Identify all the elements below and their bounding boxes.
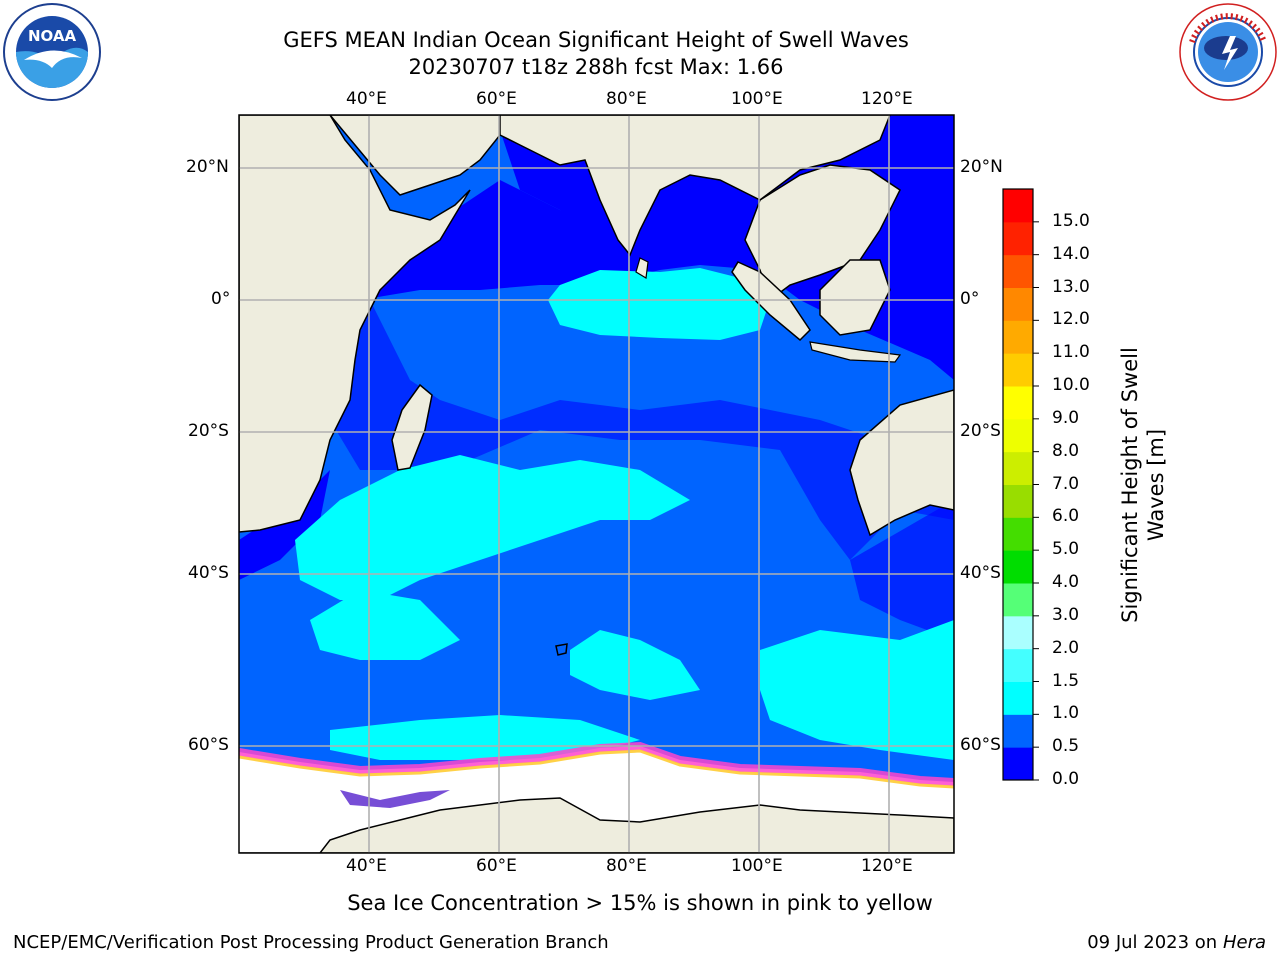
map-area xyxy=(239,115,954,853)
colorbar-tick-label: 7.0 xyxy=(1052,473,1080,494)
high-swell-southwest xyxy=(295,455,690,600)
africa-land xyxy=(239,115,471,533)
colorbar-tick-label: 13.0 xyxy=(1052,276,1090,297)
lat-tick-right-20n: 20°N xyxy=(960,157,1003,177)
antarctica-land xyxy=(239,797,954,853)
colorbar-segment xyxy=(1003,189,1033,223)
colorbar-segment xyxy=(1003,221,1033,256)
colorbar-tick-label: 6.0 xyxy=(1052,506,1080,527)
lon-tick-top-100: 100°E xyxy=(731,89,783,109)
colorbar-segment xyxy=(1003,583,1033,617)
colorbar-label-line2: Waves [m] xyxy=(1144,428,1168,542)
colorbar-tick-label: 4.0 xyxy=(1052,572,1080,592)
colorbar-segment xyxy=(1003,615,1033,650)
lat-tick-left-40s: 40°S xyxy=(188,563,229,583)
noaa-logo-text: NOAA xyxy=(28,27,77,45)
colorbar-label: Significant Height of Swell Waves [m] xyxy=(1117,335,1169,635)
colorbar-segment xyxy=(1003,418,1033,453)
colorbar-tick-label: 11.0 xyxy=(1052,342,1090,363)
colorbar-tick-label: 3.0 xyxy=(1052,604,1080,625)
colorbar-tick-label: 2.0 xyxy=(1052,637,1080,658)
colorbar-tick-label: 0.5 xyxy=(1052,736,1080,757)
lat-tick-left-60s: 60°S xyxy=(188,735,229,755)
colorbar-segment xyxy=(1003,254,1033,288)
lon-tick-bottom-80: 80°E xyxy=(606,856,647,876)
timestamp-host: Hera xyxy=(1222,932,1266,953)
lon-tick-top-60: 60°E xyxy=(476,89,517,109)
timestamp-date: 09 Jul 2023 on xyxy=(1087,932,1223,953)
colorbar-segment xyxy=(1003,386,1033,420)
borneo-land xyxy=(819,259,891,336)
colorbar-segment xyxy=(1003,353,1033,387)
lon-tick-bottom-120: 120°E xyxy=(861,856,913,876)
lon-tick-bottom-100: 100°E xyxy=(731,856,783,876)
lat-tick-left-0: 0° xyxy=(211,289,231,309)
map-gridlines xyxy=(239,115,954,853)
high-swell-equatorial xyxy=(548,268,770,340)
colorbar-tick-label: 14.0 xyxy=(1052,243,1090,264)
colorbar-tick-label: 0.0 xyxy=(1052,769,1080,789)
colorbar-segment xyxy=(1003,747,1033,781)
lon-tick-top-40: 40°E xyxy=(346,89,387,109)
lat-tick-right-0: 0° xyxy=(960,289,980,309)
map-subtitle: 20230707 t18z 288h fcst Max: 1.66 xyxy=(408,55,784,79)
low-swell-central xyxy=(330,300,954,560)
high-swell-southeast xyxy=(760,620,954,760)
colorbar-segment xyxy=(1003,648,1033,682)
colorbar-segment xyxy=(1003,550,1033,584)
colorbar-segment xyxy=(1003,484,1033,518)
colorbar-tick-label: 1.5 xyxy=(1052,670,1080,691)
colorbar-tick-label: 10.0 xyxy=(1052,375,1090,395)
colorbar-tick-label: 1.0 xyxy=(1052,703,1080,724)
lat-tick-right-40s: 40°S xyxy=(960,563,1001,583)
sea-ice-edge xyxy=(239,741,954,786)
sumatra-land xyxy=(731,261,811,342)
lon-tick-top-120: 120°E xyxy=(861,89,913,109)
india-land xyxy=(499,115,891,257)
colorbar-segment xyxy=(1003,681,1033,715)
map-title: GEFS MEAN Indian Ocean Significant Heigh… xyxy=(283,28,909,52)
colorbar-tick-label: 15.0 xyxy=(1052,210,1090,231)
lat-tick-left-20s: 20°S xyxy=(188,421,229,441)
colorbar-tick-label: 9.0 xyxy=(1052,407,1080,428)
australia-land xyxy=(849,389,954,537)
lon-tick-bottom-40: 40°E xyxy=(346,856,387,876)
kerguelen-outline xyxy=(555,643,568,656)
lat-tick-right-60s: 60°S xyxy=(960,735,1001,755)
timestamp: 09 Jul 2023 on Hera xyxy=(1087,932,1266,953)
colorbar-segment xyxy=(1003,287,1033,321)
lon-tick-top-80: 80°E xyxy=(606,89,647,109)
noaa-logo: NOAA xyxy=(3,3,101,101)
colorbar-segment xyxy=(1003,451,1033,485)
colorbar-frame xyxy=(1002,188,1034,781)
colorbar xyxy=(1003,189,1039,781)
sea-ice-caption: Sea Ice Concentration > 15% is shown in … xyxy=(347,891,933,915)
colorbar-tick-label: 12.0 xyxy=(1052,309,1090,330)
lat-tick-left-20n: 20°N xyxy=(186,157,229,177)
nws-logo xyxy=(1179,3,1277,101)
colorbar-segment xyxy=(1003,517,1033,551)
lat-tick-right-20s: 20°S xyxy=(960,421,1001,441)
madagascar-land xyxy=(391,383,433,471)
colorbar-label-line1: Significant Height of Swell xyxy=(1118,347,1142,623)
colorbar-segment xyxy=(1003,320,1033,354)
branch-credit: NCEP/EMC/Verification Post Processing Pr… xyxy=(13,932,609,953)
colorbar-tick-label: 8.0 xyxy=(1052,440,1080,461)
colorbar-tick-label: 5.0 xyxy=(1052,539,1080,560)
map-frame xyxy=(238,114,955,854)
colorbar-segment xyxy=(1003,714,1033,748)
lon-tick-bottom-60: 60°E xyxy=(476,856,517,876)
